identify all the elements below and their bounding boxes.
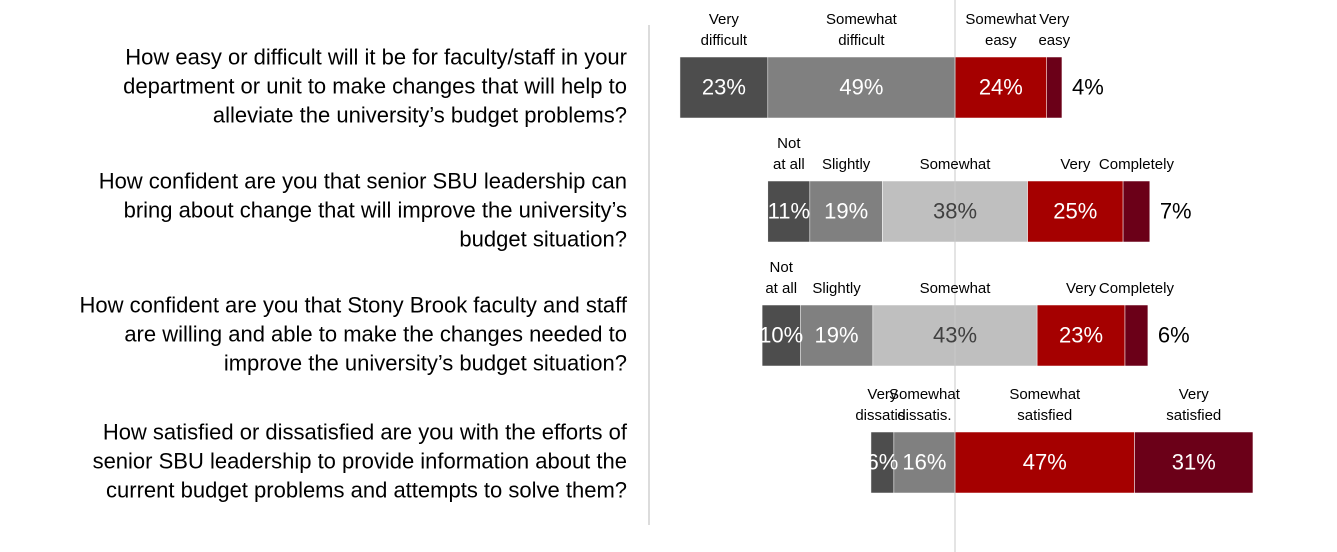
question-line: How confident are you that senior SBU le… [99, 168, 627, 193]
value-label: 25% [1053, 198, 1097, 223]
question-line: are willing and able to make the changes… [124, 321, 627, 346]
question-line: How easy or difficult will it be for fac… [125, 44, 627, 69]
category-label: Very [1066, 280, 1097, 297]
category-label: Very [1039, 11, 1070, 28]
category-label: Very [1060, 156, 1091, 173]
value-label: 7% [1160, 198, 1192, 223]
category-label: Slightly [822, 156, 871, 173]
category-label: Somewhat [889, 386, 961, 403]
question-line: improve the university’s budget situatio… [224, 350, 627, 375]
category-label: Very [1179, 386, 1210, 403]
bar-segment [954, 56, 1047, 119]
value-label: 47% [1023, 449, 1067, 474]
question-line: budget situation? [459, 226, 627, 251]
category-label: satisfied [1017, 407, 1072, 424]
category-label: easy [985, 32, 1017, 49]
category-label: Very [709, 11, 740, 28]
bar-segment [800, 304, 874, 367]
category-label: Completely [1099, 156, 1175, 173]
category-label: Somewhat [1009, 386, 1081, 403]
category-label: Not [777, 135, 801, 152]
bar-segment [954, 431, 1135, 494]
category-label: Very [867, 386, 898, 403]
value-label: 16% [902, 449, 946, 474]
question-line: bring about change that will improve the… [124, 197, 627, 222]
bar-segment [1134, 431, 1254, 494]
value-label: 24% [979, 74, 1023, 99]
bar-segment [893, 431, 956, 494]
category-label: Slightly [812, 280, 861, 297]
value-label: 31% [1172, 449, 1216, 474]
value-label: 23% [1059, 322, 1103, 347]
value-label: 4% [1072, 74, 1104, 99]
bar-segment [1122, 180, 1151, 243]
category-label: Somewhat [826, 11, 898, 28]
value-label: 11% [768, 198, 810, 223]
category-label: Somewhat [920, 280, 992, 297]
value-label: 43% [933, 322, 977, 347]
category-label: dissatis. [855, 407, 909, 424]
category-label: at all [765, 280, 797, 297]
value-label: 19% [824, 198, 868, 223]
question-line: alleviate the university’s budget proble… [213, 102, 627, 127]
question-line: current budget problems and attempts to … [106, 477, 627, 502]
category-label: Completely [1099, 280, 1175, 297]
category-label: satisfied [1166, 407, 1221, 424]
value-label: 38% [933, 198, 977, 223]
category-label: Somewhat [965, 11, 1037, 28]
value-label: 49% [839, 74, 883, 99]
category-label: Somewhat [920, 156, 992, 173]
question-line: How satisfied or dissatisfied are you wi… [103, 419, 628, 444]
bar-segment [767, 56, 956, 119]
question-line: How confident are you that Stony Brook f… [80, 292, 628, 317]
question-line: senior SBU leadership to provide informa… [93, 448, 627, 473]
category-label: at all [773, 156, 805, 173]
value-label: 6% [867, 449, 899, 474]
category-label: Not [770, 259, 794, 276]
bars [679, 56, 1254, 494]
value-label: 6% [1158, 322, 1190, 347]
category-label: easy [1038, 32, 1070, 49]
value-label: 23% [702, 74, 746, 99]
bar-segment [1036, 304, 1126, 367]
question-line: department or unit to make changes that … [123, 73, 627, 98]
category-label: difficult [701, 32, 748, 49]
bar-segment [679, 56, 769, 119]
bar-segment [1124, 304, 1149, 367]
bar-segment [761, 304, 801, 367]
value-label: 10% [759, 322, 803, 347]
value-label: 19% [815, 322, 859, 347]
bar-segment [1046, 56, 1063, 119]
category-label: dissatis. [897, 407, 951, 424]
category-label: difficult [838, 32, 885, 49]
